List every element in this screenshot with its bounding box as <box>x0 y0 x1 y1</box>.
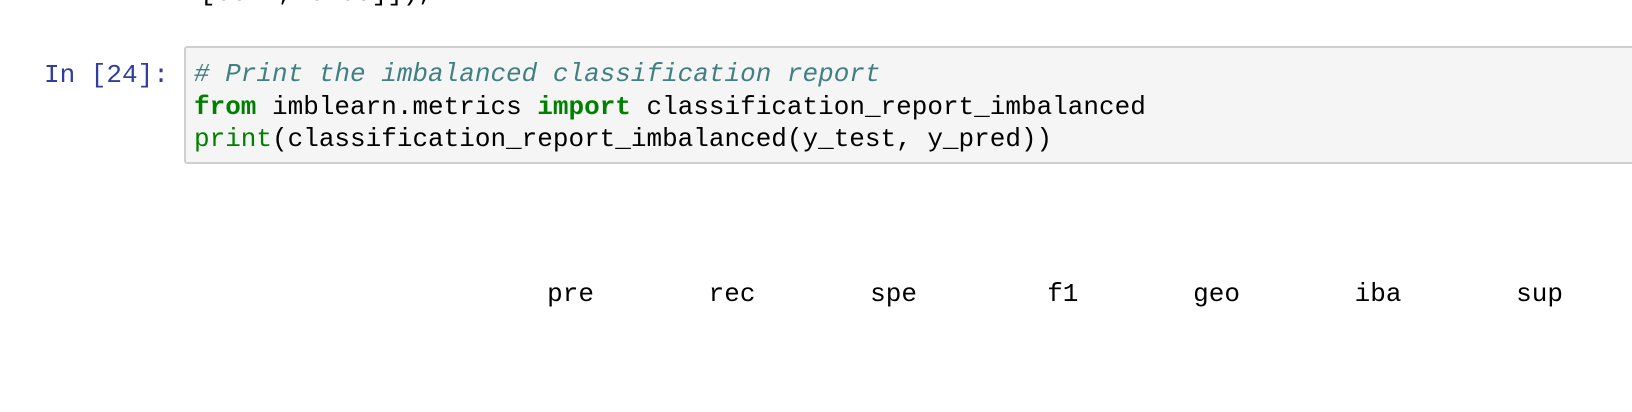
header-geo: geo <box>1193 278 1240 309</box>
code-editor[interactable]: # Print the imbalanced classification re… <box>194 58 1146 156</box>
print-arguments: (classification_report_imbalanced(y_test… <box>272 124 1053 154</box>
header-iba: iba <box>1354 278 1402 309</box>
module-name: imblearn.metrics <box>256 91 538 122</box>
previous-output-text: [6614, 8490]]), <box>200 0 434 10</box>
blank-line <box>192 343 1563 376</box>
code-line-2: from imblearn.metrics import classificat… <box>194 91 1146 124</box>
code-cell-input[interactable]: # Print the imbalanced classification re… <box>184 46 1632 164</box>
imported-name: classification_report_imbalanced <box>630 91 1146 122</box>
code-comment: # Print the imbalanced classification re… <box>194 59 881 89</box>
header-rec: rec <box>708 278 756 309</box>
previous-cell-output: [6614, 8490]]), <box>0 0 1632 22</box>
report-header-row: pre rec spe f1 geo iba sup <box>192 245 1563 309</box>
code-line-1: # Print the imbalanced classification re… <box>194 58 1146 91</box>
builtin-print: print <box>194 124 273 154</box>
header-pre: pre <box>547 278 594 309</box>
keyword-import: import <box>537 91 631 122</box>
header-f1: f1 <box>1047 278 1079 309</box>
input-prompt: In [24]: <box>44 60 169 90</box>
header-sup: sup <box>1516 278 1563 309</box>
header-spe: spe <box>870 278 917 309</box>
code-line-3: print(classification_report_imbalanced(y… <box>194 123 1146 156</box>
keyword-from: from <box>194 91 257 122</box>
